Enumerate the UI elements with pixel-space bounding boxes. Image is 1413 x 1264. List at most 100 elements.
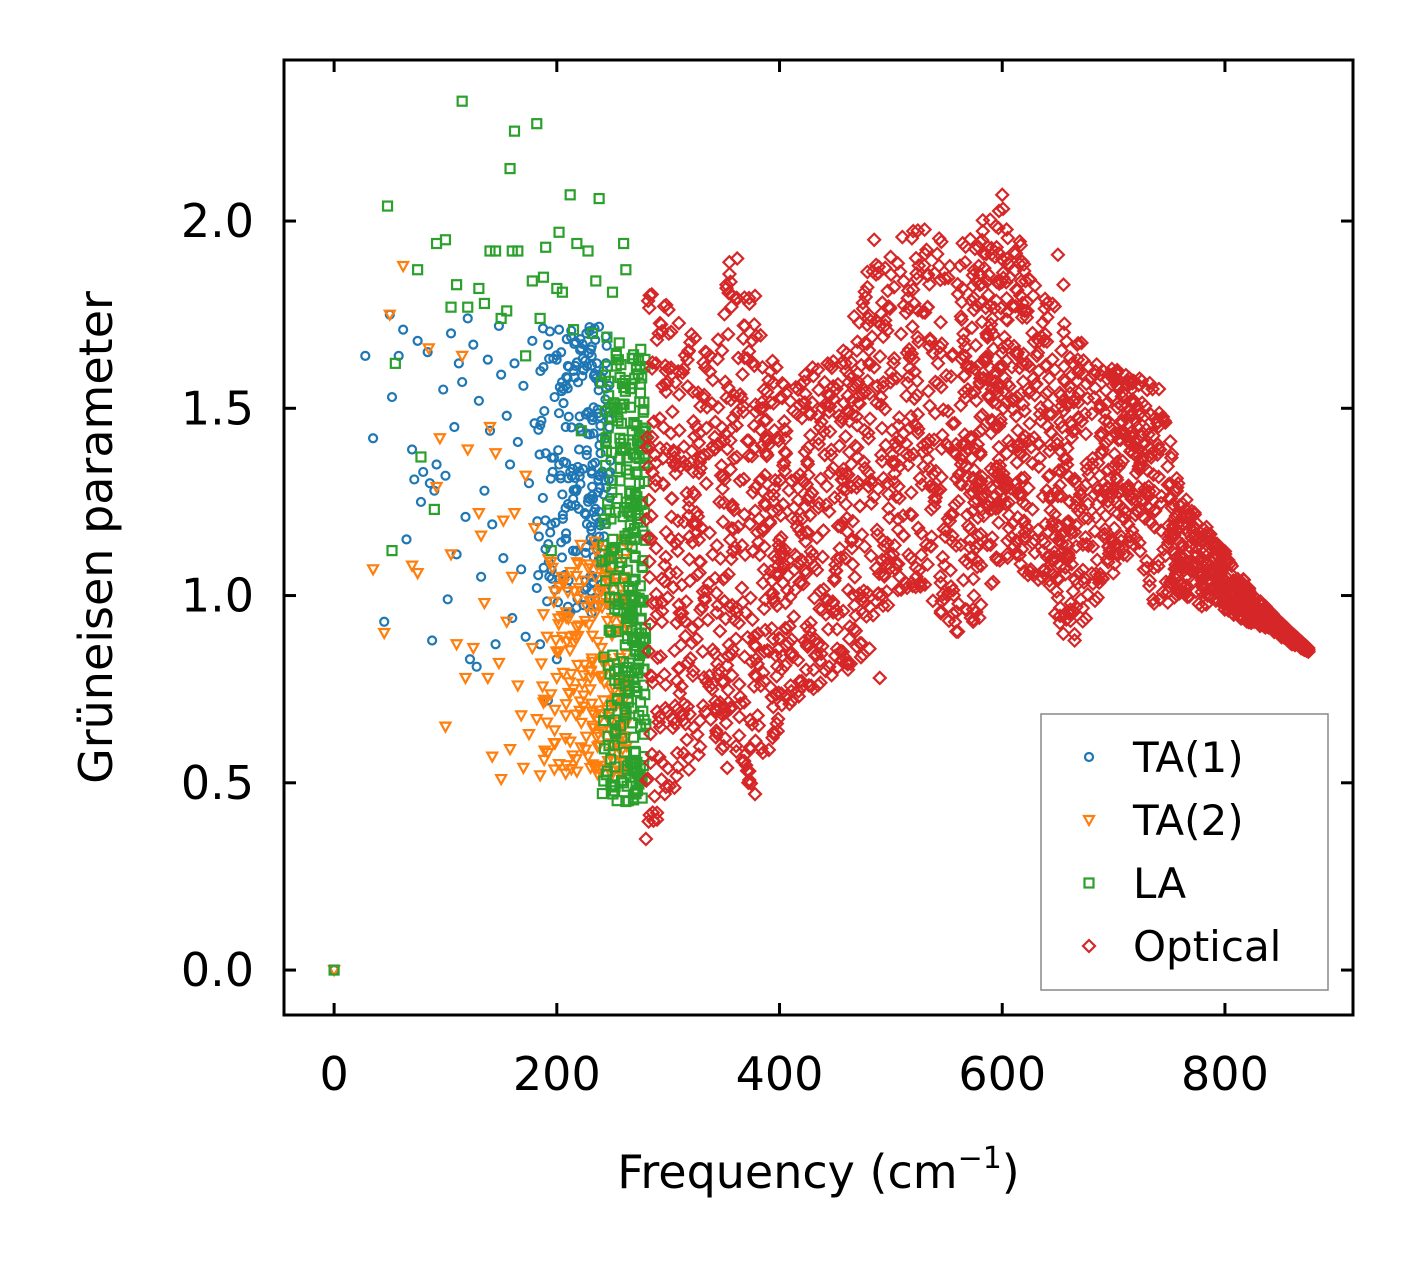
point-la — [630, 788, 642, 800]
point-optical — [732, 473, 748, 489]
point-optical — [1172, 548, 1188, 564]
point-optical — [1230, 571, 1246, 587]
point-optical — [809, 647, 825, 663]
point-optical — [702, 348, 718, 364]
point-la — [606, 486, 618, 498]
legend: TA(1) TA(2) LA Optical — [1040, 713, 1329, 991]
point-optical — [1115, 546, 1132, 563]
ticks-layer: 0 200 400 600 800 0.0 0.5 1.0 1.5 2.0 — [181, 60, 1353, 1101]
point-la — [603, 375, 615, 387]
point-optical — [746, 678, 762, 694]
point-optical — [945, 416, 961, 432]
point-ta-2- — [582, 559, 597, 572]
point-optical — [1091, 468, 1107, 484]
point-optical — [922, 333, 938, 349]
point-optical — [1080, 586, 1096, 602]
point-ta-1- — [568, 485, 579, 496]
point-optical — [725, 544, 741, 560]
point-optical — [747, 288, 763, 304]
point-optical — [910, 222, 926, 239]
point-optical — [910, 302, 926, 318]
point-optical — [975, 480, 991, 496]
point-ta-2- — [570, 659, 585, 673]
point-optical — [945, 606, 961, 622]
point-optical — [992, 496, 1008, 512]
point-optical — [724, 667, 740, 683]
point-optical — [678, 594, 694, 610]
point-ta-2- — [586, 723, 600, 736]
point-optical — [699, 399, 715, 415]
point-ta-2- — [522, 729, 536, 742]
point-optical — [781, 618, 798, 634]
point-optical — [648, 540, 664, 556]
point-ta-2- — [576, 670, 591, 683]
point-optical — [1030, 572, 1046, 588]
point-la — [520, 350, 532, 362]
point-ta-1- — [587, 459, 598, 470]
point-optical — [641, 553, 657, 570]
point-optical — [1090, 482, 1106, 498]
point-la — [605, 753, 617, 765]
point-optical — [1058, 333, 1074, 349]
point-ta-1- — [581, 361, 593, 372]
point-optical — [684, 635, 700, 651]
point-optical — [729, 405, 745, 421]
point-optical — [747, 786, 763, 802]
point-optical — [1017, 303, 1033, 319]
point-optical — [966, 302, 982, 318]
point-optical — [657, 786, 673, 802]
point-optical — [665, 442, 682, 459]
point-optical — [934, 441, 950, 457]
point-optical — [647, 447, 663, 463]
point-ta-1- — [557, 489, 568, 500]
point-la — [545, 545, 557, 557]
point-ta-1- — [567, 545, 579, 556]
point-optical — [879, 551, 895, 567]
point-ta-2- — [551, 619, 566, 632]
point-optical — [1055, 277, 1072, 293]
point-optical — [1110, 395, 1126, 411]
point-optical — [972, 374, 988, 390]
point-la — [593, 192, 605, 205]
y-axis-title: Grüneisen parameter — [69, 291, 123, 784]
point-ta-2- — [492, 657, 506, 671]
point-ta-1- — [577, 353, 588, 364]
point-ta-2- — [576, 690, 591, 703]
point-optical — [722, 701, 738, 717]
point-optical — [1079, 390, 1096, 406]
point-optical — [1005, 515, 1021, 531]
point-la — [605, 545, 617, 557]
point-ta-2- — [488, 448, 503, 461]
point-optical — [1076, 510, 1092, 526]
point-optical — [910, 421, 926, 437]
point-ta-2- — [480, 672, 495, 686]
point-la — [606, 474, 618, 486]
point-optical — [797, 499, 813, 515]
point-optical — [644, 746, 660, 762]
point-optical — [682, 573, 698, 589]
point-ta-1- — [431, 459, 442, 470]
legend-label: TA(1) — [1132, 733, 1244, 782]
point-optical — [643, 726, 659, 742]
point-optical — [716, 433, 732, 449]
point-optical — [729, 291, 746, 307]
point-optical — [1113, 528, 1129, 544]
point-la — [575, 425, 587, 437]
point-ta-1- — [449, 421, 460, 433]
point-optical — [1238, 600, 1254, 616]
point-optical — [851, 586, 867, 602]
point-optical — [1040, 468, 1056, 485]
point-optical — [1167, 570, 1183, 586]
point-la — [567, 324, 580, 336]
point-optical — [777, 657, 793, 674]
point-optical — [642, 668, 659, 684]
point-optical — [790, 555, 806, 571]
point-optical — [1016, 563, 1032, 580]
point-optical — [673, 678, 689, 694]
point-ta-2- — [510, 680, 525, 693]
point-optical — [790, 492, 806, 508]
point-optical — [877, 401, 893, 417]
point-optical — [1140, 488, 1157, 504]
point-optical — [947, 614, 963, 630]
